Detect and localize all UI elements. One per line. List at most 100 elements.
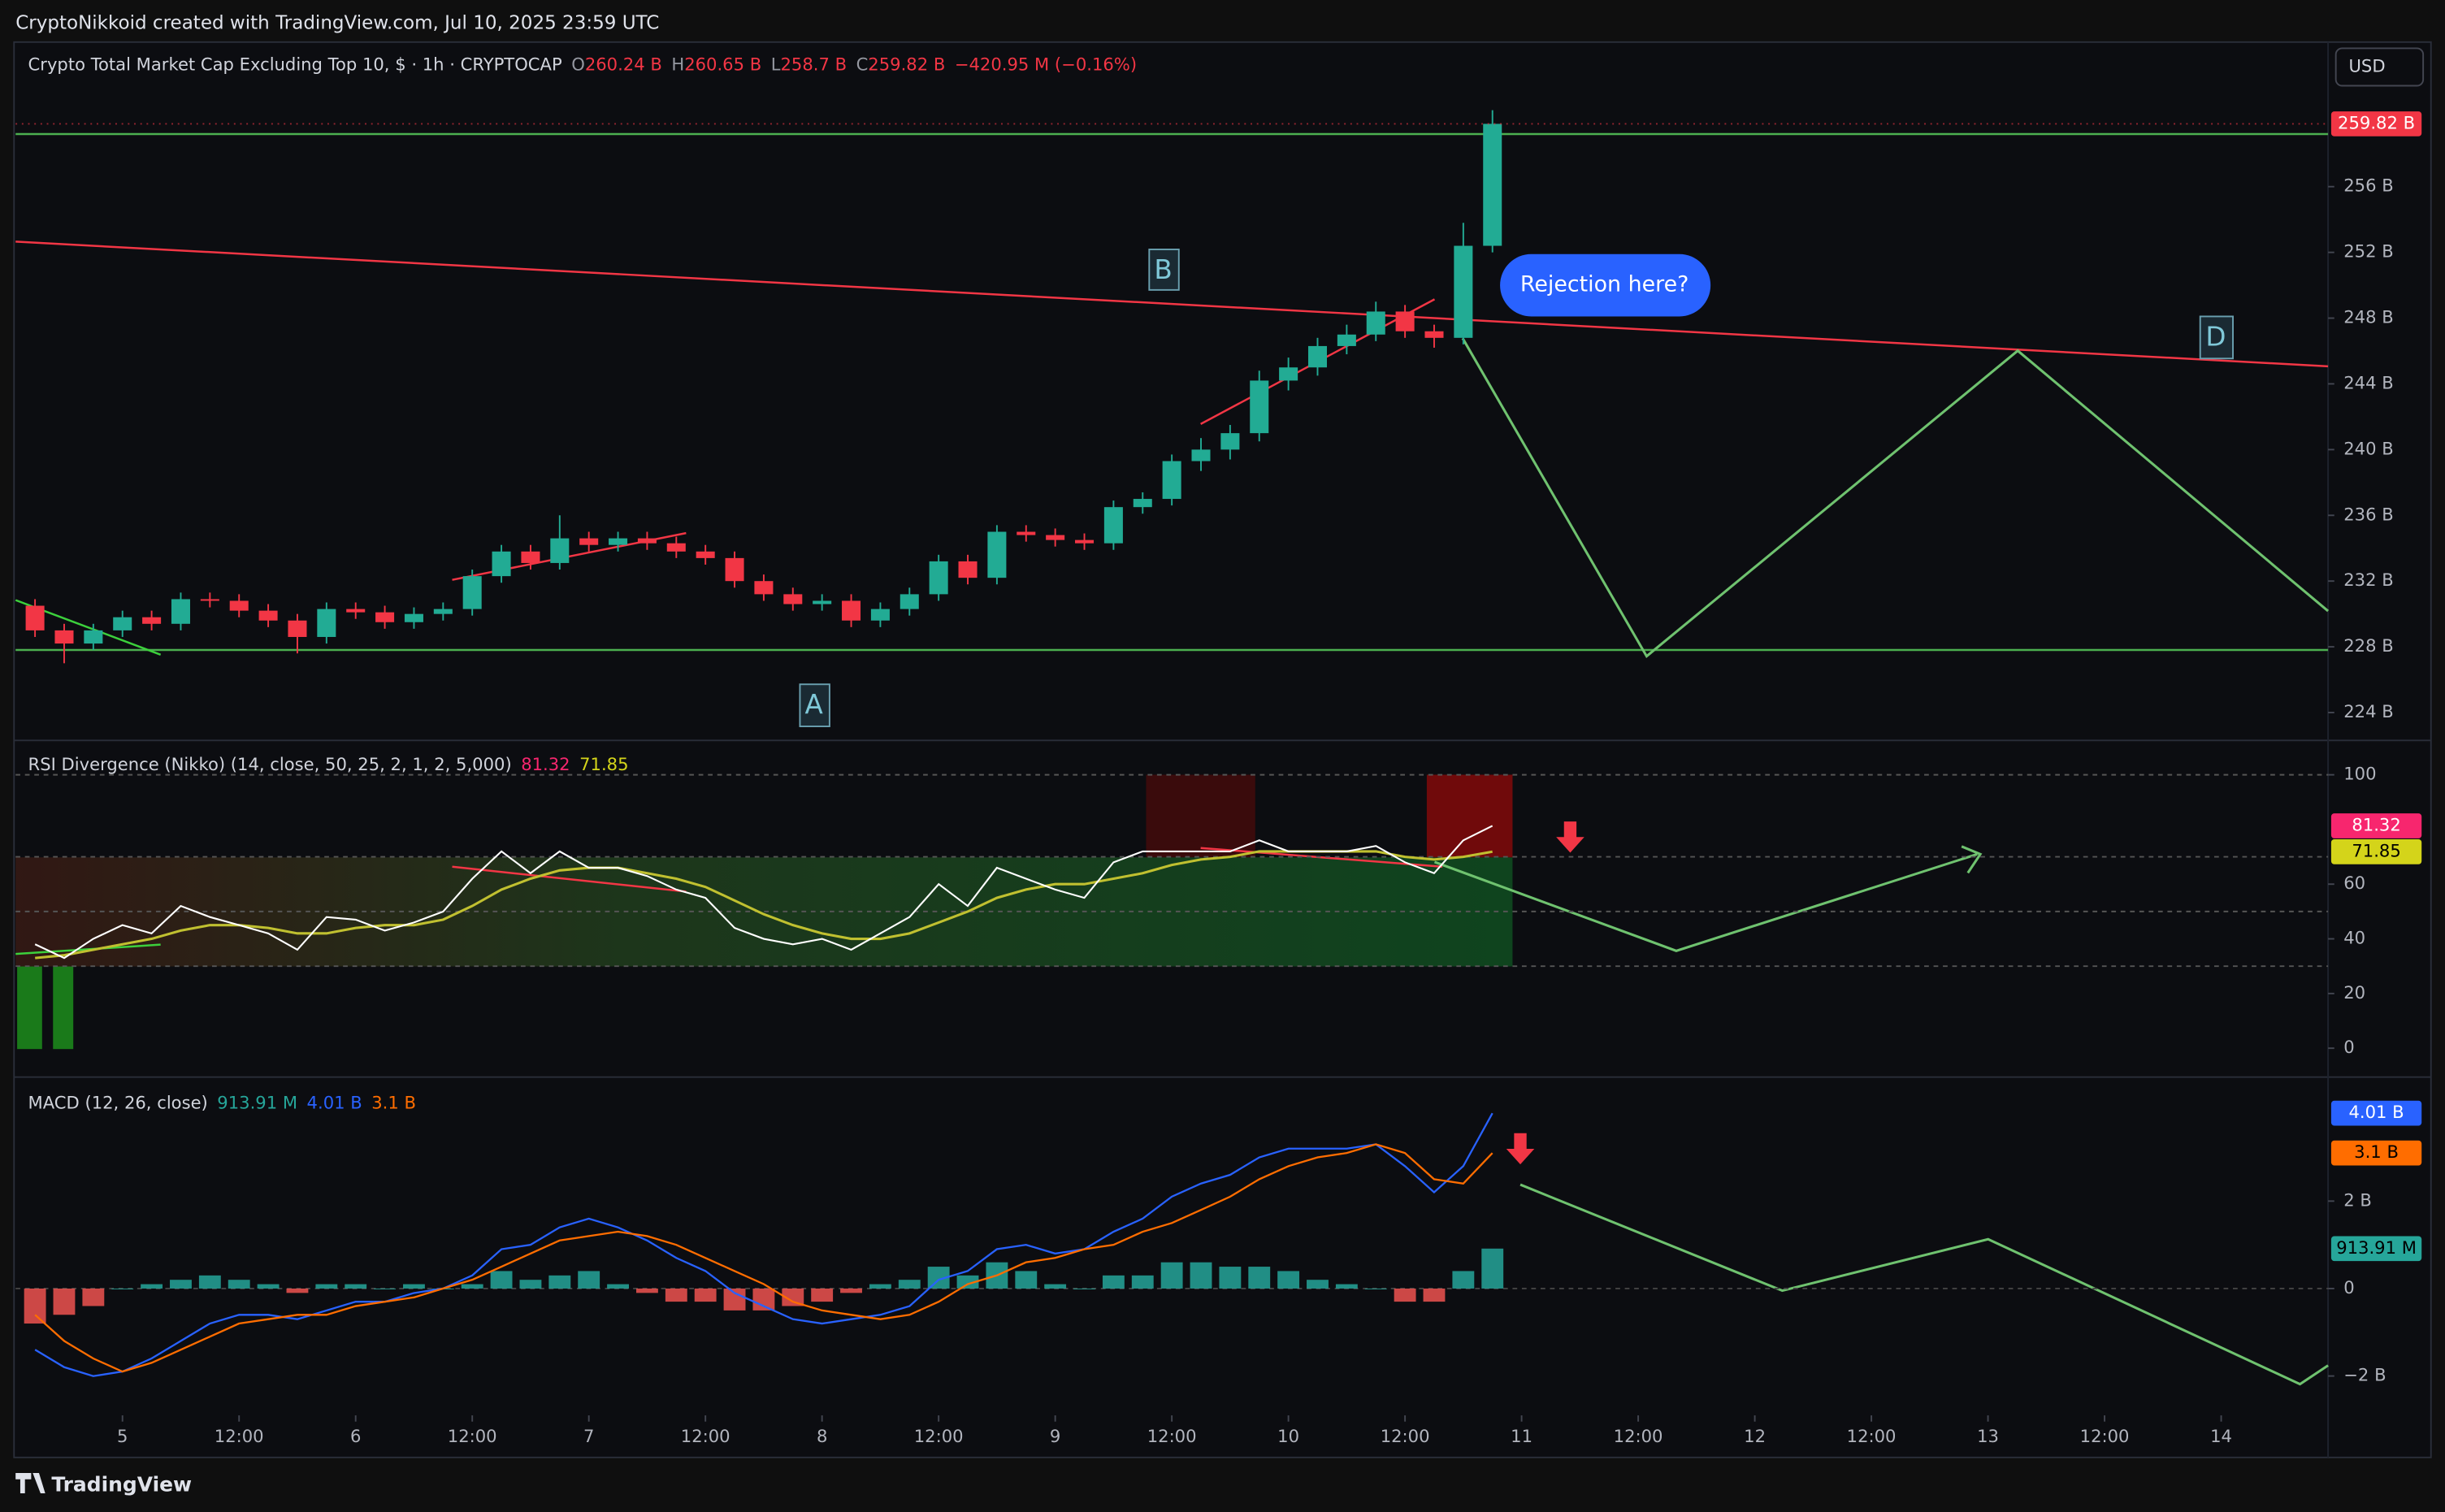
footer-logo bbox=[15, 1473, 46, 1493]
y-tick-label: 236 B bbox=[2343, 504, 2393, 524]
candle-body bbox=[900, 594, 919, 609]
candle-body bbox=[171, 599, 190, 624]
histogram-bar bbox=[1102, 1275, 1125, 1289]
annotation-label: D bbox=[2205, 321, 2226, 352]
histogram-bar bbox=[665, 1288, 687, 1302]
candle-body bbox=[870, 609, 890, 621]
histogram-bar bbox=[782, 1288, 804, 1306]
legend-text: −420.95 M (−0.16%) bbox=[955, 54, 1137, 75]
histogram-bar bbox=[1190, 1262, 1212, 1289]
candle-body bbox=[958, 561, 978, 578]
currency-label[interactable]: USD bbox=[2349, 55, 2386, 76]
price-badge bbox=[2330, 111, 2422, 136]
histogram-bar bbox=[315, 1284, 338, 1289]
y-tick-label: 2 B bbox=[2343, 1189, 2372, 1210]
price-badge-label: 4.01 B bbox=[2348, 1102, 2404, 1122]
histogram-bar bbox=[257, 1284, 280, 1289]
rsi-projection-arrow bbox=[1961, 845, 1983, 874]
candle-body bbox=[1483, 123, 1502, 246]
rsi-projection bbox=[1433, 852, 1978, 952]
candle-body bbox=[113, 617, 132, 630]
histogram-bar bbox=[1335, 1284, 1358, 1289]
candle-body bbox=[462, 576, 482, 609]
histogram-bar bbox=[1160, 1262, 1183, 1289]
candle-body bbox=[1017, 531, 1036, 535]
x-tick-label: 12 bbox=[1744, 1426, 1766, 1446]
histogram-bar bbox=[578, 1271, 600, 1289]
callout-text: Rejection here? bbox=[1520, 272, 1689, 297]
histogram-bar bbox=[403, 1284, 425, 1289]
price-badge bbox=[2330, 1140, 2422, 1166]
rsi-trend-line bbox=[452, 865, 687, 893]
candle-body bbox=[1424, 331, 1444, 338]
price-badge-label: 3.1 B bbox=[2354, 1142, 2399, 1162]
price-badge bbox=[2330, 839, 2422, 864]
candle-body bbox=[1366, 311, 1385, 335]
histogram-bar bbox=[1307, 1280, 1329, 1289]
histogram-bar bbox=[869, 1284, 891, 1289]
y-tick-label: 232 B bbox=[2343, 570, 2393, 590]
line-series bbox=[34, 825, 1493, 960]
candle-body bbox=[842, 600, 861, 621]
currency-button[interactable] bbox=[2334, 47, 2425, 87]
histogram-bar bbox=[82, 1288, 105, 1306]
histogram-bar bbox=[1015, 1271, 1038, 1289]
histogram-bar bbox=[1394, 1288, 1416, 1302]
price-badge-label: 81.32 bbox=[2352, 814, 2400, 834]
histogram-bar bbox=[752, 1288, 775, 1311]
x-tick-label: 10 bbox=[1277, 1426, 1299, 1446]
x-tick-label: 6 bbox=[350, 1426, 361, 1446]
histogram-bar bbox=[1277, 1271, 1300, 1289]
histogram-bar bbox=[956, 1275, 979, 1289]
candle-body bbox=[637, 538, 657, 544]
price-badge bbox=[2330, 1100, 2422, 1126]
histogram-bar bbox=[694, 1288, 717, 1302]
y-tick-label: 240 B bbox=[2343, 438, 2393, 458]
y-tick-label: 228 B bbox=[2343, 635, 2393, 656]
candle-body bbox=[609, 538, 628, 545]
legend-text: 260.65 B bbox=[684, 54, 761, 75]
candle-body bbox=[521, 551, 540, 563]
candle-body bbox=[1454, 245, 1473, 338]
x-tick-label: 12:00 bbox=[1614, 1426, 1663, 1446]
histogram-bar bbox=[228, 1280, 250, 1289]
legend-text: 913.91 M bbox=[217, 1092, 297, 1112]
y-tick-label: 224 B bbox=[2343, 701, 2393, 721]
y-tick-label: 244 B bbox=[2343, 372, 2393, 392]
legend-text: O bbox=[571, 54, 585, 75]
candle-body bbox=[1075, 539, 1095, 544]
histogram-bar bbox=[1131, 1275, 1154, 1289]
candle-body bbox=[987, 531, 1007, 578]
annotation-label: B bbox=[1154, 254, 1172, 285]
y-tick-label: −2 B bbox=[2343, 1365, 2386, 1385]
candle-body bbox=[783, 594, 803, 604]
histogram-bar bbox=[635, 1288, 658, 1293]
x-tick-label: 12:00 bbox=[914, 1426, 964, 1446]
line-series bbox=[34, 1112, 1493, 1377]
x-tick-label: 14 bbox=[2210, 1426, 2232, 1446]
histogram-bar bbox=[1423, 1288, 1446, 1302]
candle-body bbox=[813, 600, 832, 604]
y-tick-label: 20 bbox=[2343, 982, 2365, 1003]
legend-text: 258.7 B bbox=[780, 54, 847, 75]
x-tick-label: 12:00 bbox=[1147, 1426, 1197, 1446]
y-tick-label: 40 bbox=[2343, 928, 2365, 948]
histogram-bar bbox=[53, 1288, 76, 1315]
y-tick-label: 256 B bbox=[2343, 175, 2393, 196]
candle-body bbox=[1279, 367, 1298, 381]
legend-text: H bbox=[671, 54, 684, 75]
candle-body bbox=[1220, 433, 1240, 450]
histogram-bar bbox=[1219, 1267, 1242, 1289]
candle-body bbox=[1250, 380, 1269, 434]
rsi-overbought-zone bbox=[1146, 774, 1255, 858]
histogram-bar bbox=[198, 1275, 221, 1289]
y-tick-label: 0 bbox=[2343, 1037, 2354, 1057]
legend-text: 4.01 B bbox=[307, 1092, 362, 1112]
footer-logo-text: TradingView bbox=[51, 1472, 192, 1496]
header-text: CryptoNikkoid created with TradingView.c… bbox=[15, 12, 659, 33]
rsi-oversold-bar bbox=[17, 966, 42, 1050]
line-series bbox=[35, 850, 1493, 960]
legend-text: 71.85 bbox=[579, 754, 628, 774]
candle-body bbox=[1103, 507, 1123, 544]
x-tick-label: 12:00 bbox=[215, 1426, 264, 1446]
